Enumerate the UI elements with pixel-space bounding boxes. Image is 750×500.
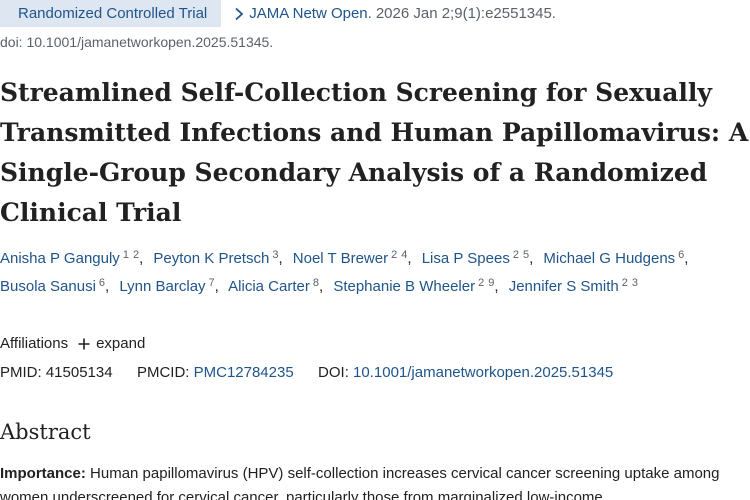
affiliation-ref-link[interactable]: 1 <box>122 249 129 261</box>
author-separator: , <box>407 250 412 267</box>
author-separator: , <box>214 278 219 295</box>
author: Busola Sanusi 6, <box>0 277 115 295</box>
author: Lisa P Spees 2 5, <box>421 249 540 267</box>
author-separator: , <box>684 250 689 267</box>
author: Noel T Brewer 2 4, <box>292 249 418 267</box>
journal-link[interactable]: JAMA Netw Open. 2026 Jan 2;9(1):e2551345… <box>233 5 556 22</box>
pmcid-link[interactable]: PMC12784235 <box>193 364 294 381</box>
author-separator: , <box>139 250 144 267</box>
affiliation-ref-link[interactable]: 3 <box>272 249 279 261</box>
journal-name: JAMA Netw Open. <box>249 5 372 22</box>
author-name-link[interactable]: Lynn Barclay <box>119 278 206 295</box>
affiliations-label: Affiliations <box>0 335 69 352</box>
author-name-link[interactable]: Jennifer S Smith <box>508 278 619 295</box>
author-name-link[interactable]: Michael G Hudgens <box>543 250 676 267</box>
affiliation-ref-link[interactable]: 2 <box>512 249 519 261</box>
author-separator: , <box>105 278 110 295</box>
author-separator: , <box>318 278 324 295</box>
doi-label: DOI: <box>318 364 349 381</box>
pmcid-label: PMCID: <box>136 364 190 381</box>
author: Anisha P Ganguly 1 2, <box>0 249 149 267</box>
affiliation-ref-link[interactable]: 7 <box>208 277 215 289</box>
author-separator: , <box>494 278 499 295</box>
affiliation-ref-link[interactable]: 2 <box>621 277 628 289</box>
affiliation-ref-link[interactable]: 2 <box>132 249 140 261</box>
abstract-heading: Abstract <box>0 420 91 444</box>
affiliation-ref-link[interactable]: 6 <box>98 277 106 289</box>
author-separator: , <box>529 250 534 267</box>
affiliation-ref-link[interactable]: 8 <box>312 277 319 289</box>
doi-link[interactable]: 10.1001/jamanetworkopen.2025.51345 <box>353 364 614 381</box>
citation-doi: doi: 10.1001/jamanetworkopen.2025.51345. <box>0 34 274 50</box>
pmid-label: PMID: <box>0 364 42 381</box>
author-name-link[interactable]: Stephanie B Wheeler <box>333 278 476 295</box>
author-name-link[interactable]: Peyton K Pretsch <box>153 250 270 267</box>
affiliation-ref-link[interactable]: 2 <box>391 249 398 261</box>
chevron-right-icon <box>235 7 244 20</box>
author: Alicia Carter 8, <box>228 277 329 295</box>
author: Stephanie B Wheeler 2 9, <box>333 277 504 295</box>
citation-row: Randomized Controlled Trial JAMA Netw Op… <box>0 0 556 27</box>
identifiers-row: PMID: 41505134 PMCID: PMC12784235 DOI: 1… <box>0 364 613 381</box>
publication-type-badge[interactable]: Randomized Controlled Trial <box>0 0 222 27</box>
importance-text: Human papillomavirus (HPV) self-collecti… <box>0 465 720 500</box>
abstract-importance: Importance: Human papillomavirus (HPV) s… <box>0 462 745 500</box>
affiliation-ref-link[interactable]: 3 <box>631 277 638 289</box>
authors-list: Anisha P Ganguly 1 2, Peyton K Pretsch 3, N… <box>0 243 745 299</box>
affiliation-ref-link[interactable]: 9 <box>488 277 495 289</box>
citation-details: 2026 Jan 2;9(1):e2551345. <box>375 5 556 22</box>
article-title: Streamlined Self-Collection Screening fo… <box>0 78 749 227</box>
pmid-value: 41505134 <box>45 364 113 381</box>
author-name-link[interactable]: Noel T Brewer <box>292 250 389 267</box>
affiliation-ref-link[interactable]: 2 <box>478 277 485 289</box>
author-separator: , <box>278 250 283 267</box>
author-name-link[interactable]: Alicia Carter <box>228 278 310 295</box>
affiliation-ref-link[interactable]: 6 <box>678 249 685 261</box>
author: Peyton K Pretsch 3, <box>153 249 288 267</box>
plus-icon <box>78 338 90 349</box>
affiliation-ref-link[interactable]: 5 <box>522 249 530 261</box>
expand-label: expand <box>96 335 146 352</box>
author: Lynn Barclay 7, <box>119 277 224 295</box>
author: Jennifer S Smith 2 3 <box>508 277 638 295</box>
author-name-link[interactable]: Anisha P Ganguly <box>0 250 120 267</box>
affiliation-ref-link[interactable]: 4 <box>401 249 408 261</box>
affiliations-expand-button[interactable]: expand <box>78 335 145 352</box>
importance-label: Importance: <box>0 465 86 482</box>
author-name-link[interactable]: Busola Sanusi <box>0 278 96 295</box>
author: Michael G Hudgens 6, <box>543 249 694 267</box>
affiliations-row: Affiliations expand <box>0 335 145 352</box>
author-name-link[interactable]: Lisa P Spees <box>421 250 510 267</box>
